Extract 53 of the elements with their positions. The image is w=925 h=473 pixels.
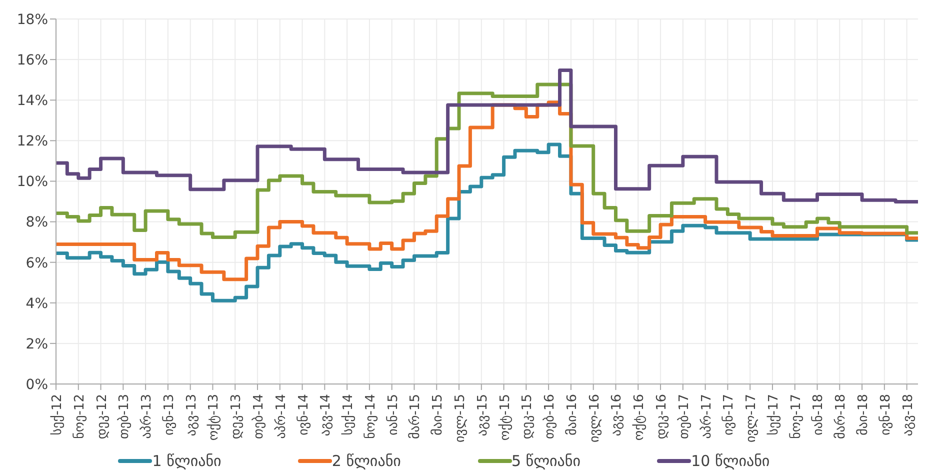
x-tick-label: მაი-16 xyxy=(564,394,580,436)
x-tick-label: დეკ-15 xyxy=(520,394,536,440)
x-tick-label: ივნ-14 xyxy=(296,394,312,436)
y-tick-label: 8% xyxy=(26,214,48,231)
x-tick-label: დეკ-16 xyxy=(654,394,670,440)
y-tick-label: 6% xyxy=(26,255,48,272)
legend-label: 2 წლიანი xyxy=(332,452,401,470)
x-tick-label: თებ-13 xyxy=(117,394,132,439)
x-tick-label: ივნ-17 xyxy=(722,394,737,436)
x-tick-label: სექ-14 xyxy=(341,394,356,436)
x-tick-label: მარ-18 xyxy=(834,394,849,439)
x-tick-label: ივნ-13 xyxy=(162,394,177,436)
y-tick-label: 2% xyxy=(26,336,48,352)
x-tick-label: მარ-15 xyxy=(408,394,424,439)
x-tick-label: ივლ-16 xyxy=(587,394,602,442)
y-tick-label: 4% xyxy=(26,296,48,312)
x-tick-label: აგვ-16 xyxy=(610,394,625,436)
y-tick-label: 14% xyxy=(16,93,48,110)
x-tick-label: იან-15 xyxy=(386,394,401,436)
x-tick-label: ნოე-14 xyxy=(363,394,378,439)
legend-label: 5 წლიანი xyxy=(512,452,581,470)
x-tick-label: ოქტ-16 xyxy=(632,394,648,441)
x-tick-label: აპრ-17 xyxy=(699,394,714,439)
x-tick-label: ნოე-17 xyxy=(788,394,804,439)
x-tick-label: დეკ-12 xyxy=(94,394,110,440)
y-tick-label: 12% xyxy=(16,134,48,150)
x-tick-label: აგვ-14 xyxy=(318,394,334,436)
y-tick-label: 0% xyxy=(26,376,48,393)
legend-label: 1 წლიანი xyxy=(152,452,222,470)
x-tick-label: ოქტ-15 xyxy=(498,394,513,441)
x-tick-label: ივლ-15 xyxy=(453,394,468,442)
x-tick-label: დეკ-13 xyxy=(229,394,244,440)
x-tick-label: ივლ-17 xyxy=(744,394,760,442)
x-tick-label: თებ-16 xyxy=(542,394,558,439)
x-tick-label: მაი-18 xyxy=(856,394,872,436)
x-tick-label: აპრ-14 xyxy=(274,394,289,439)
x-tick-label: სექ-17 xyxy=(766,394,782,436)
legend-label: 10 წლიანი xyxy=(691,452,770,470)
x-tick-label: აპრ-13 xyxy=(140,394,155,439)
x-tick-label: აგვ-13 xyxy=(184,394,200,436)
x-tick-label: იან-18 xyxy=(811,394,826,436)
x-tick-label: ნოე-12 xyxy=(72,394,88,439)
x-tick-label: აგვ-15 xyxy=(475,394,490,436)
x-tick-label: აგვ-18 xyxy=(900,394,916,436)
x-tick-label: სექ-12 xyxy=(50,394,65,436)
y-tick-label: 10% xyxy=(16,174,48,190)
y-tick-label: 18% xyxy=(16,12,48,28)
x-tick-label: მაი-15 xyxy=(430,394,446,436)
x-tick-label: თებ-17 xyxy=(676,394,692,439)
x-tick-label: ოქტ-13 xyxy=(206,394,222,441)
x-tick-label: ივნ-18 xyxy=(878,394,894,436)
x-tick-label: თებ-14 xyxy=(252,394,267,439)
y-tick-label: 16% xyxy=(16,52,48,69)
